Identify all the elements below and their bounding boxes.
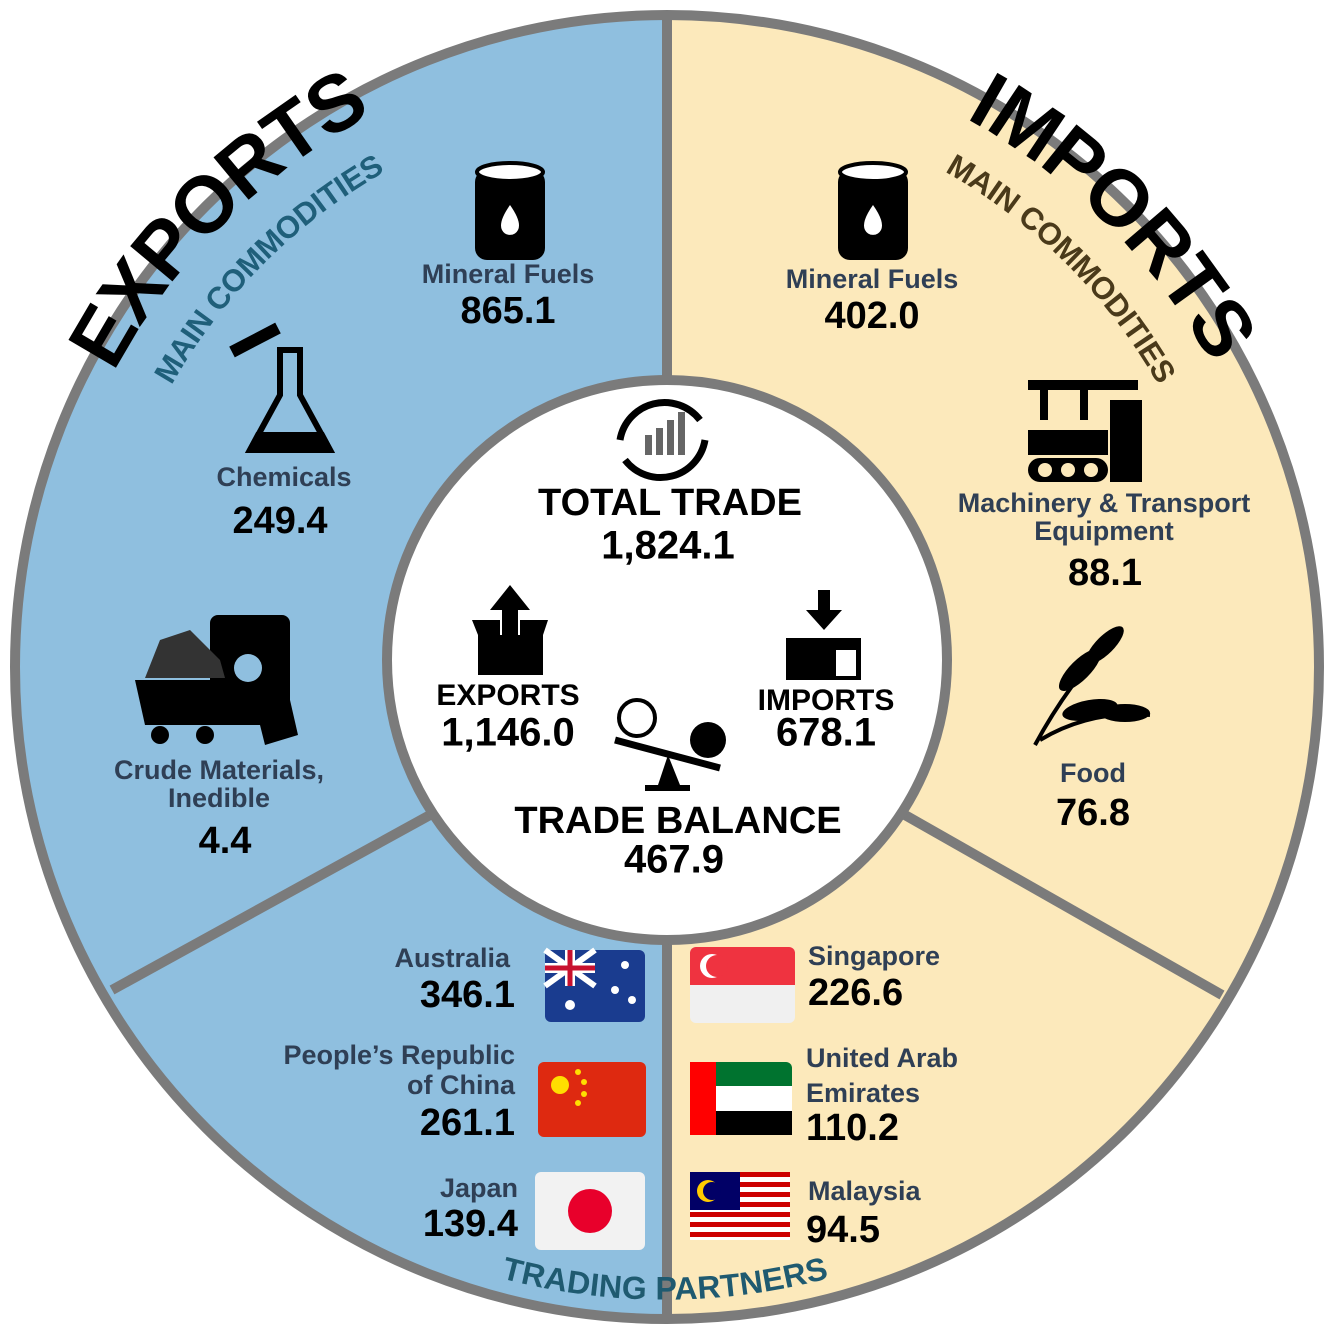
partner-value: 139.4 (423, 1203, 518, 1245)
mine-cart-icon (135, 615, 298, 745)
commodity-name: Equipment (1034, 516, 1174, 546)
flask-icon (229, 322, 336, 453)
commodity-value: 865.1 (460, 290, 555, 332)
imports-total-value: 678.1 (776, 711, 876, 755)
commodity-name: Mineral Fuels (422, 259, 595, 289)
partner-value: 261.1 (420, 1102, 515, 1144)
commodity-name: Inedible (168, 783, 270, 813)
flag-australia (543, 947, 645, 1022)
divider (902, 810, 1225, 1000)
commodity-value: 4.4 (199, 820, 252, 862)
balance-icon (614, 698, 726, 791)
balance-value: 467.9 (624, 838, 724, 882)
barrel-icon (838, 161, 908, 260)
total-value: 1,824.1 (601, 524, 734, 568)
partner-name: Malaysia (808, 1176, 922, 1206)
commodity-value: 402.0 (824, 295, 919, 337)
export-box-icon (472, 585, 548, 675)
commodity-name: Machinery & Transport (958, 488, 1251, 518)
import-box-icon (786, 590, 861, 680)
flag-malaysia (690, 1172, 790, 1240)
factory-icon (1028, 380, 1142, 482)
exports-total-value: 1,146.0 (441, 711, 574, 755)
partner-name: Japan (440, 1173, 518, 1203)
flag-uae (690, 1062, 792, 1135)
partner-name: Emirates (806, 1078, 920, 1108)
balance-label: TRADE BALANCE (514, 800, 841, 842)
barrel-icon (475, 161, 545, 260)
partner-name: of China (407, 1070, 516, 1100)
partner-name: People’s Republic (283, 1040, 515, 1070)
partner-value: 110.2 (806, 1107, 899, 1149)
total-label: TOTAL TRADE (538, 482, 802, 524)
commodity-value: 76.8 (1056, 792, 1130, 834)
commodity-name: Mineral Fuels (786, 264, 959, 294)
wheat-icon (1033, 626, 1151, 746)
partner-name: United Arab (806, 1043, 958, 1073)
partner-name: Singapore (808, 941, 940, 971)
partner-value: 346.1 (420, 974, 515, 1016)
partner-value: 94.5 (806, 1209, 880, 1251)
commodity-value: 249.4 (232, 500, 327, 542)
commodity-name: Food (1060, 758, 1126, 788)
dividers (109, 15, 1225, 1320)
commodity-value: 88.1 (1068, 552, 1142, 594)
flag-japan (535, 1172, 645, 1250)
outer-ring (10, 10, 1324, 1324)
partner-name: Australia (394, 943, 511, 973)
commodity-name: Crude Materials, (114, 755, 324, 785)
commodity-name: Chemicals (216, 462, 351, 492)
divider (109, 810, 433, 995)
exports-total-label: EXPORTS (436, 679, 579, 712)
flag-china (538, 1062, 646, 1137)
partner-value: 226.6 (808, 972, 903, 1014)
center-circle (382, 375, 952, 945)
imports-total-label: IMPORTS (758, 684, 895, 717)
flag-singapore (690, 947, 795, 1023)
cycle-icon (616, 399, 709, 481)
